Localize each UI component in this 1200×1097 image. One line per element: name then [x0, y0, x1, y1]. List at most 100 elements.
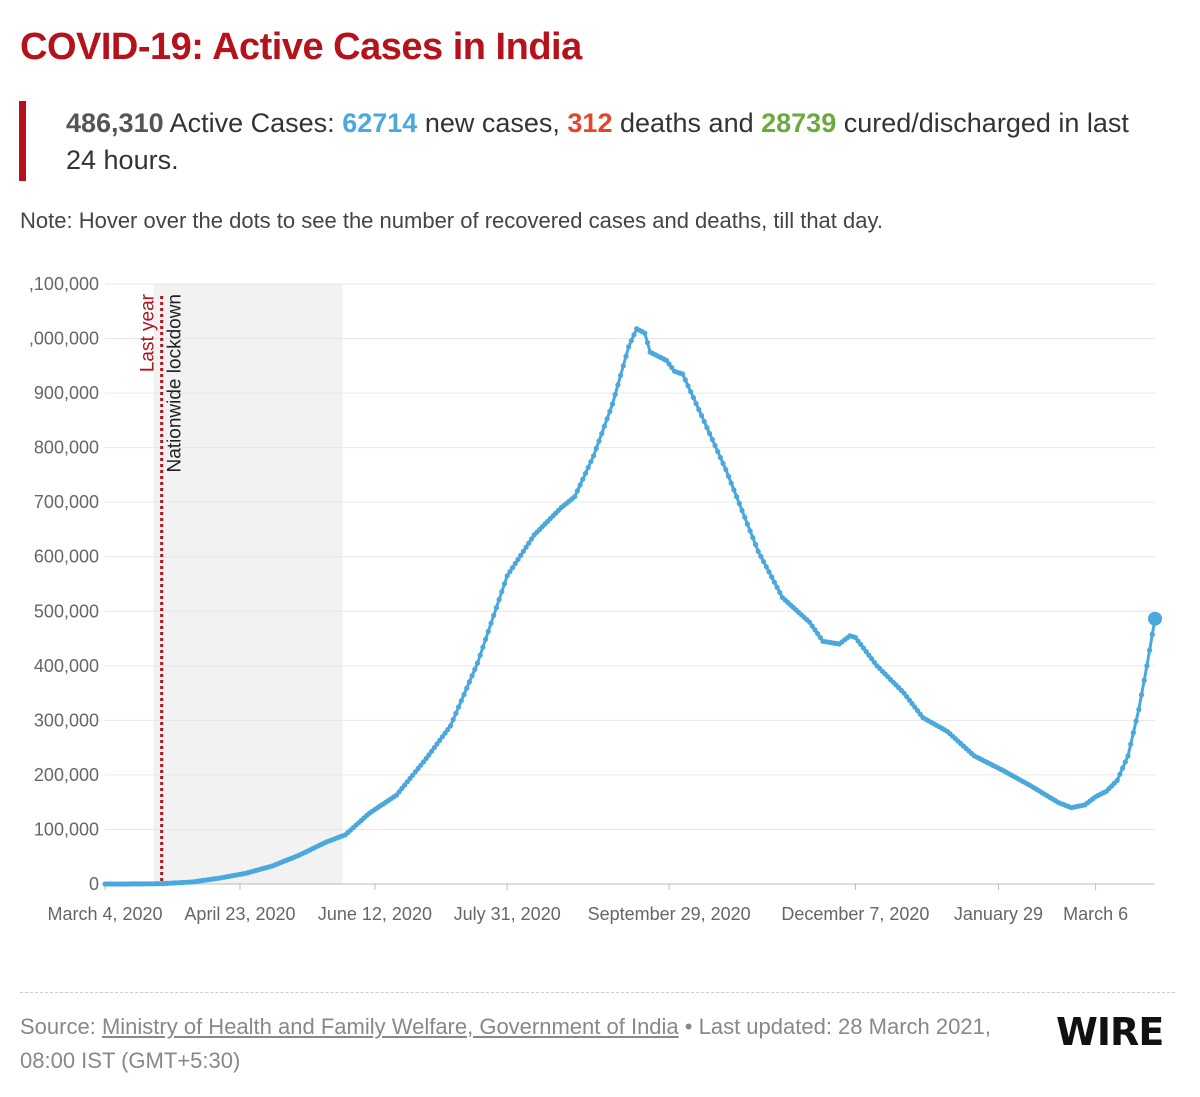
data-point[interactable] [744, 521, 751, 527]
data-point[interactable] [474, 660, 481, 666]
data-point[interactable] [483, 636, 489, 642]
data-point[interactable] [458, 698, 464, 704]
data-point[interactable] [453, 710, 459, 716]
data-point[interactable] [1128, 741, 1134, 747]
data-point[interactable] [755, 548, 761, 554]
data-point[interactable] [456, 704, 462, 710]
data-point[interactable] [815, 631, 821, 637]
data-point[interactable] [437, 737, 443, 743]
data-point[interactable] [1120, 765, 1126, 771]
data-point[interactable] [577, 482, 583, 488]
data-point[interactable] [914, 708, 921, 714]
data-point[interactable] [812, 627, 818, 633]
data-point[interactable] [609, 401, 616, 407]
data-point[interactable] [588, 459, 594, 465]
data-point[interactable] [866, 652, 872, 658]
data-point[interactable] [1133, 718, 1139, 724]
data-point[interactable] [769, 574, 775, 580]
data-point[interactable] [431, 745, 437, 751]
data-point[interactable] [518, 552, 524, 558]
data-point[interactable] [612, 391, 618, 398]
data-point[interactable] [580, 476, 586, 482]
data-point[interactable] [434, 741, 440, 747]
data-point[interactable] [582, 470, 589, 476]
data-point[interactable] [663, 357, 670, 363]
data-point[interactable] [912, 704, 918, 710]
data-point[interactable] [1136, 706, 1142, 713]
data-point[interactable] [720, 460, 726, 467]
data-point[interactable] [526, 540, 532, 546]
data-point[interactable] [607, 408, 613, 414]
source-link[interactable]: Ministry of Health and Family Welfare, G… [101, 1014, 679, 1039]
data-point[interactable] [1138, 692, 1145, 698]
data-point[interactable] [1117, 771, 1123, 777]
data-point[interactable] [909, 701, 915, 707]
data-point[interactable] [574, 488, 581, 494]
data-point[interactable] [512, 560, 518, 567]
data-point[interactable] [685, 383, 691, 389]
data-point[interactable] [666, 361, 672, 367]
data-point[interactable] [504, 573, 510, 579]
data-point[interactable] [439, 734, 445, 740]
data-point[interactable] [750, 535, 756, 541]
data-point[interactable] [593, 445, 599, 451]
data-point[interactable] [520, 548, 527, 554]
data-point[interactable] [777, 589, 783, 596]
data-point[interactable] [766, 569, 772, 575]
data-point[interactable] [1114, 777, 1120, 784]
data-point[interactable] [488, 620, 494, 626]
data-point[interactable] [763, 564, 769, 570]
data-point[interactable] [644, 340, 651, 346]
data-point[interactable] [491, 612, 497, 619]
data-point[interactable] [585, 464, 591, 471]
data-point[interactable] [631, 332, 637, 338]
data-point[interactable] [717, 454, 724, 461]
data-point[interactable] [623, 353, 629, 359]
data-point[interactable] [501, 581, 508, 587]
data-point[interactable] [472, 666, 478, 672]
data-point[interactable] [423, 755, 429, 762]
data-point[interactable] [515, 556, 521, 563]
data-point[interactable] [696, 406, 702, 413]
data-point[interactable] [747, 528, 753, 534]
data-point[interactable] [669, 365, 675, 371]
data-point[interactable] [704, 424, 710, 431]
data-point[interactable] [771, 579, 778, 585]
data-point[interactable] [917, 711, 923, 717]
data-point[interactable] [863, 649, 869, 655]
data-point[interactable] [480, 644, 486, 650]
data-point[interactable] [774, 584, 780, 590]
data-point[interactable] [742, 514, 748, 520]
data-point[interactable] [620, 363, 626, 369]
data-point[interactable] [596, 438, 602, 444]
data-point[interactable] [736, 500, 742, 507]
data-point[interactable] [869, 656, 875, 662]
data-point[interactable] [626, 344, 632, 350]
data-point[interactable] [901, 690, 907, 696]
data-point[interactable] [698, 412, 705, 419]
data-point[interactable] [450, 716, 456, 723]
data-point[interactable] [693, 400, 699, 407]
data-points[interactable] [102, 326, 1162, 887]
data-point[interactable] [604, 416, 610, 422]
data-point[interactable] [852, 634, 859, 641]
data-point[interactable] [712, 442, 718, 449]
data-point[interactable] [739, 507, 745, 513]
data-point[interactable] [680, 371, 686, 377]
data-point[interactable] [701, 418, 707, 425]
data-point[interactable] [507, 569, 513, 575]
data-point[interactable] [615, 382, 621, 388]
data-point[interactable] [906, 697, 913, 703]
data-point[interactable] [1122, 759, 1128, 765]
data-point[interactable] [572, 494, 578, 500]
data-point[interactable] [690, 395, 697, 401]
data-point[interactable] [464, 685, 470, 691]
data-point[interactable] [426, 752, 432, 758]
data-point[interactable] [734, 494, 740, 500]
data-point[interactable] [601, 423, 608, 429]
data-point[interactable] [1141, 677, 1147, 683]
data-point[interactable] [904, 694, 910, 700]
data-point[interactable] [688, 389, 694, 395]
data-point[interactable] [682, 377, 688, 383]
data-point[interactable] [442, 730, 448, 736]
